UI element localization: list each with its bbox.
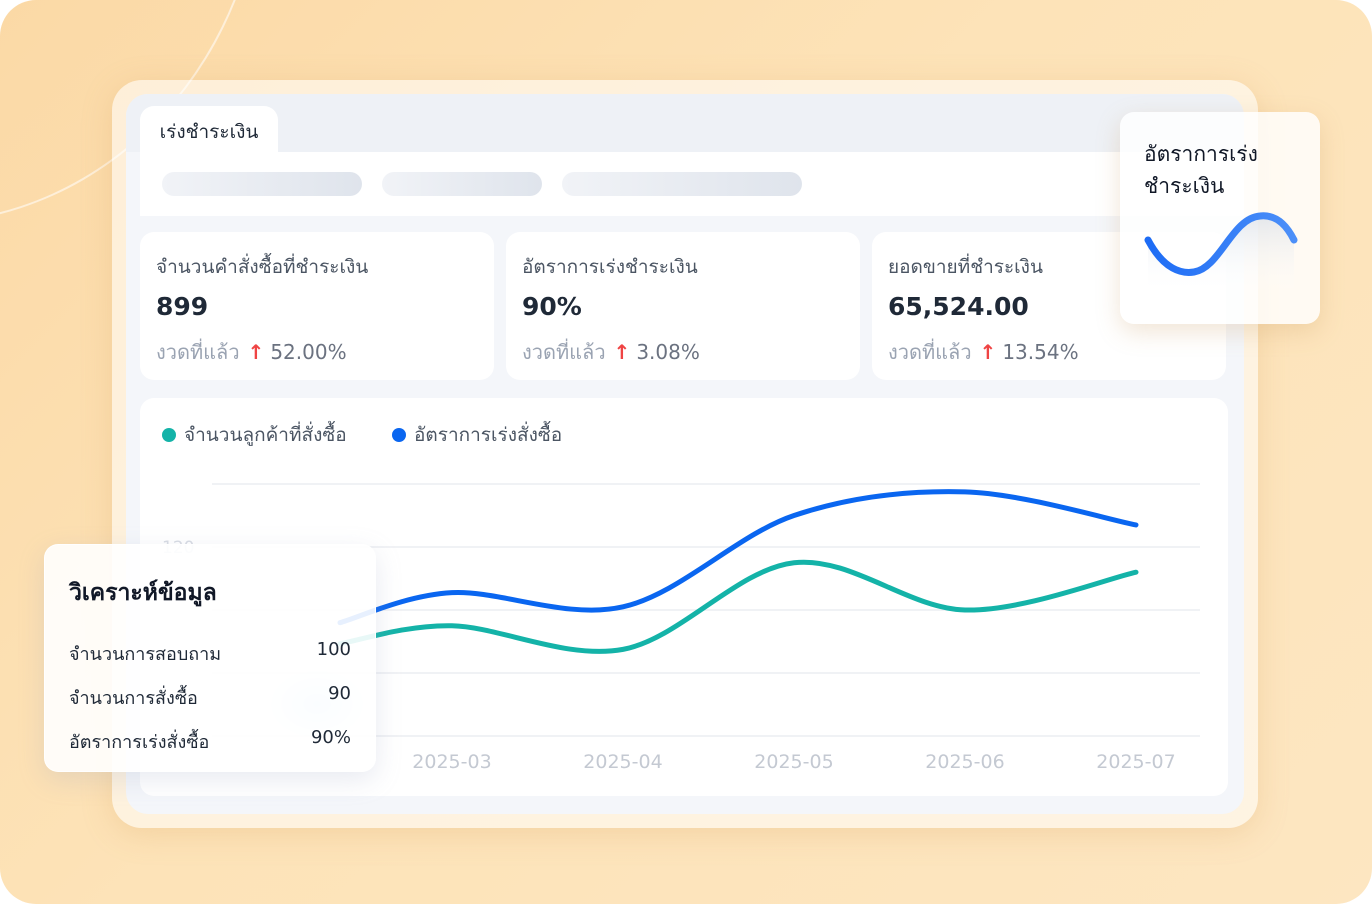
x-tick-label: 2025-06 bbox=[925, 751, 1004, 773]
kpi-label: จำนวนคำสั่งซื้อที่ชำระเงิน bbox=[156, 256, 369, 278]
kpi-change: 3.08% bbox=[636, 340, 700, 364]
compare-label: งวดที่แล้ว bbox=[522, 340, 606, 364]
legend-dot-icon bbox=[392, 428, 406, 442]
kpi-comparison: งวดที่แล้ว ↑ 52.00% bbox=[156, 336, 347, 368]
kpi-label: ยอดขายที่ชำระเงิน bbox=[888, 256, 1043, 278]
x-tick-label: 2025-05 bbox=[754, 751, 833, 773]
analysis-row-label: จำนวนการสั่งซื้อ bbox=[69, 688, 198, 709]
kpi-value: 90% bbox=[522, 292, 582, 321]
x-tick-label: 2025-04 bbox=[583, 751, 662, 773]
filter-placeholder[interactable] bbox=[162, 172, 362, 196]
arrow-up-icon: ↑ bbox=[247, 340, 265, 364]
analysis-row-label: จำนวนการสอบถาม bbox=[69, 644, 222, 665]
kpi-change: 13.54% bbox=[1002, 340, 1079, 364]
mini-trend-card: อัตราการเร่งชำระเงิน bbox=[1120, 112, 1320, 324]
kpi-value: 899 bbox=[156, 292, 209, 321]
x-tick-label: 2025-03 bbox=[412, 751, 491, 773]
legend-item-customers[interactable]: จำนวนลูกค้าที่สั่งซื้อ bbox=[162, 420, 347, 450]
analysis-row-value: 90% bbox=[310, 727, 351, 748]
legend-label: อัตราการเร่งสั่งซื้อ bbox=[414, 424, 563, 446]
kpi-comparison: งวดที่แล้ว ↑ 13.54% bbox=[888, 336, 1079, 368]
legend-item-rate[interactable]: อัตราการเร่งสั่งซื้อ bbox=[392, 420, 562, 450]
series-line-1 bbox=[337, 559, 1139, 654]
arrow-up-icon: ↑ bbox=[979, 340, 997, 364]
kpi-comparison: งวดที่แล้ว ↑ 3.08% bbox=[522, 336, 700, 368]
analysis-card: วิเคราะห์ข้อมูล จำนวนการสอบถาม 100 จำนวน… bbox=[44, 544, 376, 772]
compare-label: งวดที่แล้ว bbox=[156, 340, 240, 364]
analysis-row-value: 100 bbox=[316, 639, 351, 660]
analysis-row-label: อัตราการเร่งสั่งซื้อ bbox=[69, 732, 210, 753]
compare-label: งวดที่แล้ว bbox=[888, 340, 972, 364]
kpi-card-payment-rate: อัตราการเร่งชำระเงิน 90% งวดที่แล้ว ↑ 3.08… bbox=[506, 232, 860, 380]
tab-bar: เร่งชำระเงิน bbox=[126, 94, 1244, 152]
tab-payment-reminder[interactable]: เร่งชำระเงิน bbox=[140, 106, 278, 152]
legend-dot-icon bbox=[162, 428, 176, 442]
sparkline-icon bbox=[1144, 212, 1298, 294]
analysis-title: วิเคราะห์ข้อมูล bbox=[69, 580, 217, 606]
kpi-value: 65,524.00 bbox=[888, 292, 1029, 321]
kpi-card-paid-orders: จำนวนคำสั่งซื้อที่ชำระเงิน 899 งวดที่แล้… bbox=[140, 232, 494, 380]
legend-label: จำนวนลูกค้าที่สั่งซื้อ bbox=[184, 424, 347, 446]
analysis-row-value: 90 bbox=[328, 683, 351, 704]
kpi-label: อัตราการเร่งชำระเงิน bbox=[522, 256, 698, 278]
x-tick-label: 2025-07 bbox=[1096, 751, 1175, 773]
filter-bar bbox=[140, 152, 1244, 216]
mini-card-title: อัตราการเร่งชำระเงิน bbox=[1144, 142, 1258, 198]
filter-placeholder[interactable] bbox=[562, 172, 802, 196]
filter-placeholder[interactable] bbox=[382, 172, 542, 196]
kpi-change: 52.00% bbox=[270, 340, 347, 364]
arrow-up-icon: ↑ bbox=[613, 340, 631, 364]
